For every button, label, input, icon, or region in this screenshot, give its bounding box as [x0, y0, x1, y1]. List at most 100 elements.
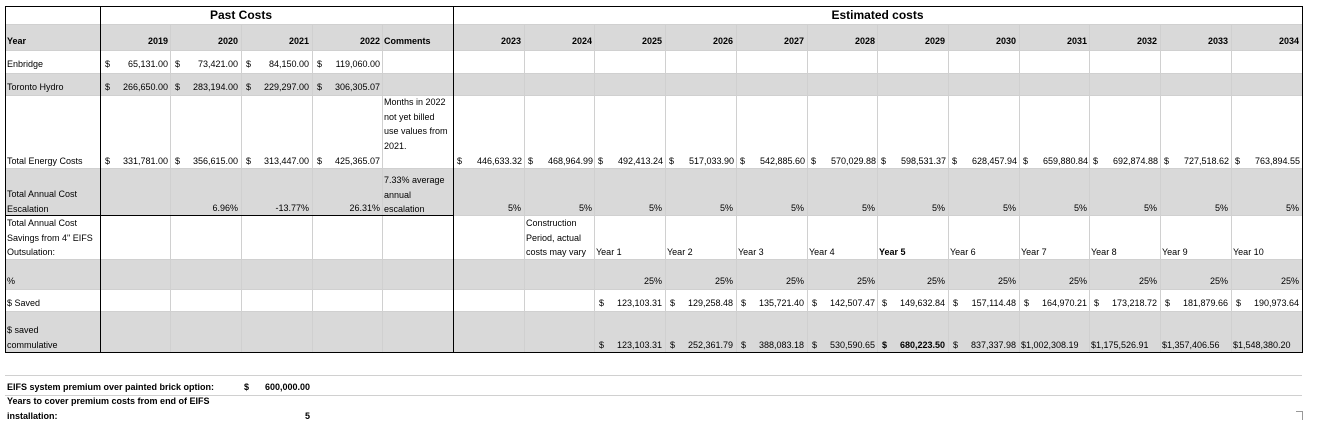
savings-year-label: Year 4 [809, 247, 835, 257]
currency-symbol: $ [317, 59, 323, 69]
total-energy-cell: $331,781.00 [105, 154, 168, 168]
total-energy-cell: $598,531.37 [881, 154, 946, 168]
escalation-cell: 5% [861, 203, 875, 213]
currency-symbol: $ [740, 156, 746, 166]
grid-row-line [5, 73, 1302, 74]
grid-row-line [5, 395, 1302, 396]
currency-symbol: $ [953, 340, 959, 350]
total-energy-cell: $356,615.00 [175, 154, 238, 168]
currency-symbol: $ [1023, 156, 1029, 166]
currency-symbol: $ [599, 298, 605, 308]
currency-symbol: $ [1162, 340, 1168, 350]
grid-col-line [948, 24, 949, 352]
border-estimated-left [453, 6, 454, 353]
row-label-saved: $ Saved [7, 298, 41, 308]
currency-symbol: $ [175, 156, 181, 166]
year-header: 2028 [854, 36, 875, 46]
currency-symbol: $ [812, 298, 818, 308]
amount: 331,781.00 [122, 156, 168, 166]
amount: 190,973.64 [1253, 298, 1299, 308]
amount: 164,970.21 [1041, 298, 1087, 308]
grid-col-line [382, 24, 383, 352]
row-label-enbridge: Enbridge [7, 59, 44, 69]
escalation-cell: 5% [790, 203, 804, 213]
row-label-savings: Total Annual Cost Savings from 4" EIFS O… [7, 218, 93, 257]
total-energy-cell: $468,964.99 [528, 154, 593, 168]
escalation-cell: 5% [578, 203, 592, 213]
cumulative-band [5, 311, 1302, 352]
escalation-band [5, 168, 1302, 215]
percent-cell: 25% [1209, 276, 1228, 286]
amount: 570,029.88 [830, 156, 876, 166]
comment-escalation: 7.33% average annual escalation [384, 175, 445, 214]
amount: 727,518.62 [1183, 156, 1229, 166]
amount: 119,060.00 [335, 59, 380, 69]
amount: 1,357,406.56 [1167, 340, 1220, 350]
enbridge-cell: $119,060.00 [317, 57, 380, 71]
grid-row-line [5, 168, 1302, 169]
grid-col-line [594, 24, 595, 352]
amount: 1,548,380.20 [1238, 340, 1291, 350]
year-header: 2020 [217, 36, 238, 46]
amount: 425,365.07 [334, 156, 380, 166]
year-header: 2021 [288, 36, 309, 46]
savings-year-label: Year 5 [879, 247, 906, 257]
cumulative-cell: $1,002,308.19 [1021, 338, 1088, 352]
escalation-cell: 5% [1073, 203, 1087, 213]
grid-row-line [5, 215, 1302, 216]
saved-cell: $149,632.84 [882, 296, 945, 310]
savings-year-label: Year 9 [1162, 247, 1188, 257]
year-header: 2031 [1066, 36, 1087, 46]
savings-year-label: Year 7 [1021, 247, 1047, 257]
resize-handle[interactable] [1296, 411, 1303, 420]
saved-cell: $129,258.48 [670, 296, 733, 310]
cumulative-cell: $252,361.79 [670, 338, 733, 352]
row-label-percent: % [7, 276, 16, 286]
enbridge-cell: $73,421.00 [175, 57, 238, 71]
savings-year-label: Year 2 [667, 247, 693, 257]
escalation-cell: 5% [719, 203, 733, 213]
grid-col-line [877, 24, 878, 352]
amount: 1,175,526.91 [1096, 340, 1149, 350]
grid-row-line [5, 50, 1302, 51]
years-value: 5 [304, 411, 310, 421]
savings-year-label: Year 8 [1091, 247, 1117, 257]
year-header: 2019 [147, 36, 168, 46]
currency-symbol: $ [244, 382, 250, 392]
currency-symbol: $ [1235, 156, 1241, 166]
currency-symbol: $ [670, 340, 676, 350]
premium-amount: 600,000.00 [264, 382, 310, 392]
amount: 313,447.00 [263, 156, 309, 166]
border-past-left [100, 6, 101, 353]
amount: 173,218.72 [1111, 298, 1157, 308]
percent-band [5, 259, 1302, 289]
year-header: 2022 [359, 36, 380, 46]
year-header: 2024 [571, 36, 592, 46]
estimated-costs-title: Estimated costs [831, 8, 924, 22]
currency-symbol: $ [246, 59, 252, 69]
currency-symbol: $ [1094, 298, 1100, 308]
escalation-cell: 6.96% [212, 203, 238, 213]
year-header: 2025 [641, 36, 662, 46]
currency-symbol: $ [1165, 298, 1171, 308]
amount: 129,258.48 [687, 298, 733, 308]
toronto-hydro-cell: $306,305.07 [317, 80, 380, 94]
grid-col-line [665, 24, 666, 352]
grid-col-line [1089, 24, 1090, 352]
amount: 181,879.66 [1182, 298, 1228, 308]
saved-cell: $190,973.64 [1236, 296, 1299, 310]
currency-symbol: $ [1236, 298, 1242, 308]
amount: 123,103.31 [616, 298, 662, 308]
currency-symbol: $ [881, 156, 887, 166]
currency-symbol: $ [741, 340, 747, 350]
grid-col-line [312, 24, 313, 352]
currency-symbol: $ [1091, 340, 1097, 350]
grid-col-line [1231, 24, 1232, 352]
border-left [5, 6, 6, 353]
border-bottom [5, 352, 1302, 353]
cumulative-cell: $680,223.50 [882, 338, 945, 352]
amount: 149,632.84 [899, 298, 945, 308]
cumulative-cell: $530,590.65 [812, 338, 875, 352]
amount: 157,114.48 [971, 298, 1016, 308]
row-label-toronto-hydro: Toronto Hydro [7, 82, 64, 92]
